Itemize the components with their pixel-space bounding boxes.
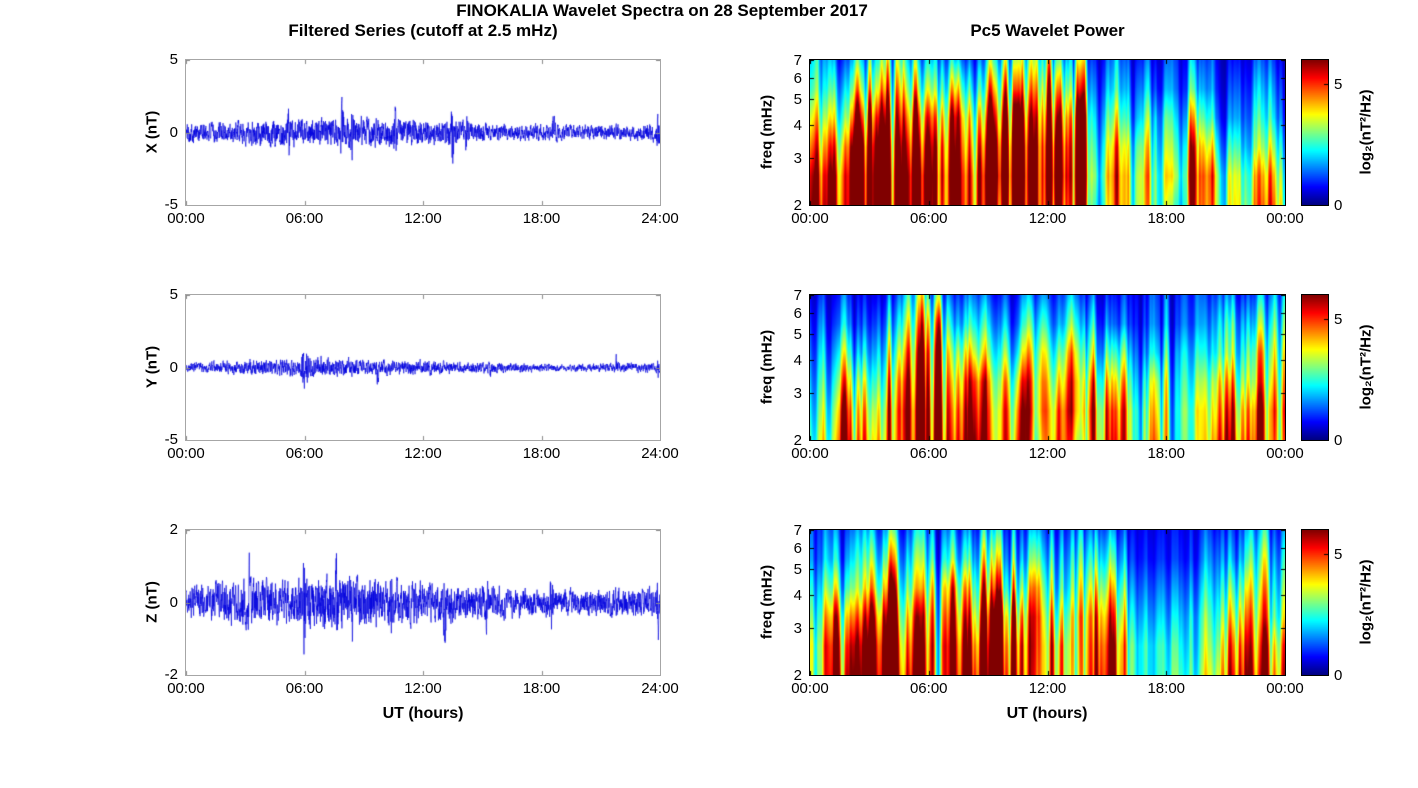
hm-ytick-2: 2 [793, 667, 802, 684]
colorbar-row3 [1301, 529, 1329, 676]
colorbar-label-row2: log₂(nT²/Hz) [1357, 324, 1375, 410]
timeseries-plot-z [185, 529, 661, 676]
ts-ytick--5: -5 [164, 196, 178, 213]
hm-ytick-2: 2 [793, 432, 802, 449]
ts-xtick-18: 18:00 [522, 445, 561, 462]
hm-xtick-24: 00:00 [1266, 445, 1304, 462]
cb-tick-5: 5 [1334, 546, 1343, 564]
colorbar-label-row3: log₂(nT²/Hz) [1357, 559, 1375, 645]
hm-ytick-5: 5 [793, 325, 802, 343]
colorbar-label-row1: log₂(nT²/Hz) [1357, 89, 1375, 175]
wavelet-spectrogram-z [809, 529, 1286, 676]
hm-xtick-0: 00:00 [791, 445, 829, 462]
hm-ytick-3: 3 [793, 150, 802, 168]
hm-xtick-0: 00:00 [791, 680, 829, 697]
hm-xtick-6: 06:00 [909, 210, 948, 227]
hm-ytick-7: 7 [793, 522, 802, 539]
hm-ytick-7: 7 [793, 287, 802, 304]
figure-title: FINOKALIA Wavelet Spectra on 28 Septembe… [456, 1, 868, 20]
ts-xtick-18: 18:00 [522, 680, 561, 697]
hm-ytick-6: 6 [793, 69, 802, 87]
hm-xtick-0: 00:00 [791, 210, 829, 227]
hm-ytick-3: 3 [793, 385, 802, 403]
ts-ytick-0: 0 [169, 593, 178, 611]
ts-xtick-24: 24:00 [641, 210, 679, 227]
hm-ytick-2: 2 [793, 197, 802, 214]
ts-xtick-18: 18:00 [522, 210, 561, 227]
hm-xtick-24: 00:00 [1266, 210, 1304, 227]
ts-xtick-24: 24:00 [641, 445, 679, 462]
left-column-title: Filtered Series (cutoff at 2.5 mHz) [288, 21, 558, 40]
hm-xtick-12: 12:00 [1028, 210, 1067, 227]
ts-ytick-5: 5 [169, 51, 178, 68]
hm-ytick-7: 7 [793, 52, 802, 69]
ts-xtick-6: 06:00 [285, 445, 324, 462]
x-axis-label-right-column: UT (hours) [1006, 705, 1088, 722]
hm-xtick-18: 18:00 [1147, 210, 1186, 227]
ts-xtick-12: 12:00 [404, 445, 442, 462]
ts-ytick-2: 2 [169, 521, 178, 538]
right-column-title: Pc5 Wavelet Power [970, 21, 1125, 40]
hm-xtick-12: 12:00 [1028, 445, 1067, 462]
hm-ytick-6: 6 [793, 304, 802, 322]
hm-ytick-4: 4 [793, 351, 802, 369]
ts-ytick-5: 5 [169, 286, 178, 303]
cb-tick-5: 5 [1334, 311, 1343, 329]
ts-xtick-12: 12:00 [404, 210, 442, 227]
hm-ytick-6: 6 [793, 539, 802, 557]
cb-tick-0: 0 [1334, 667, 1343, 684]
hm-xtick-18: 18:00 [1147, 680, 1186, 697]
wavelet-spectrogram-x [809, 59, 1286, 206]
ts-ytick--5: -5 [164, 431, 178, 448]
ts-ytick-0: 0 [169, 123, 178, 141]
wavelet-spectrogram-y [809, 294, 1286, 441]
hm-xtick-6: 06:00 [909, 445, 948, 462]
ts-xtick-0: 00:00 [167, 210, 205, 227]
hm-ytick-5: 5 [793, 560, 802, 578]
cb-tick-0: 0 [1334, 197, 1343, 214]
hm-xtick-6: 06:00 [909, 680, 948, 697]
timeseries-plot-y [185, 294, 661, 441]
hm-ytick-5: 5 [793, 90, 802, 108]
hm-ytick-4: 4 [793, 116, 802, 134]
cb-tick-0: 0 [1334, 432, 1343, 449]
colorbar-row1 [1301, 59, 1329, 206]
hm-xtick-18: 18:00 [1147, 445, 1186, 462]
timeseries-plot-x [185, 59, 661, 206]
colorbar-row2 [1301, 294, 1329, 441]
ts-xtick-12: 12:00 [404, 680, 442, 697]
ts-ytick-0: 0 [169, 358, 178, 376]
ts-xtick-24: 24:00 [641, 680, 679, 697]
hm-xtick-12: 12:00 [1028, 680, 1067, 697]
ts-ytick--2: -2 [164, 666, 178, 683]
hm-ytick-4: 4 [793, 586, 802, 604]
ts-xtick-6: 06:00 [285, 680, 324, 697]
ts-xtick-0: 00:00 [167, 445, 205, 462]
x-axis-label-left-column: UT (hours) [382, 705, 464, 722]
ts-xtick-6: 06:00 [285, 210, 324, 227]
cb-tick-5: 5 [1334, 76, 1343, 94]
ts-xtick-0: 00:00 [167, 680, 205, 697]
hm-ytick-3: 3 [793, 620, 802, 638]
hm-xtick-24: 00:00 [1266, 680, 1304, 697]
